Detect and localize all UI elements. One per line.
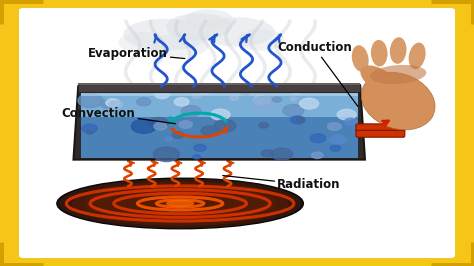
Circle shape <box>272 97 282 102</box>
Circle shape <box>148 118 168 128</box>
Text: Convection: Convection <box>62 107 175 124</box>
Circle shape <box>254 95 270 105</box>
Ellipse shape <box>72 181 289 226</box>
Circle shape <box>328 123 341 130</box>
Circle shape <box>86 130 93 134</box>
Circle shape <box>261 150 273 157</box>
Ellipse shape <box>237 29 284 51</box>
Circle shape <box>155 90 169 99</box>
FancyBboxPatch shape <box>356 130 405 137</box>
Circle shape <box>290 97 297 101</box>
Circle shape <box>109 101 122 108</box>
Circle shape <box>210 109 230 120</box>
Circle shape <box>271 148 292 160</box>
Ellipse shape <box>409 43 426 69</box>
Bar <box>81 117 358 158</box>
Ellipse shape <box>59 179 301 228</box>
Circle shape <box>179 121 192 128</box>
Ellipse shape <box>123 19 209 51</box>
Ellipse shape <box>166 200 194 207</box>
Circle shape <box>181 106 201 117</box>
Text: Radiation: Radiation <box>223 176 341 191</box>
Circle shape <box>337 109 356 120</box>
Circle shape <box>253 95 278 110</box>
Circle shape <box>131 119 156 133</box>
Circle shape <box>283 105 304 117</box>
Ellipse shape <box>370 65 426 84</box>
Bar <box>78 83 360 85</box>
Polygon shape <box>73 86 365 160</box>
Ellipse shape <box>371 40 388 66</box>
Text: Evaporation: Evaporation <box>88 47 185 60</box>
Circle shape <box>330 135 346 144</box>
Circle shape <box>193 155 201 159</box>
Ellipse shape <box>360 65 398 94</box>
Ellipse shape <box>57 178 303 229</box>
Ellipse shape <box>185 9 232 28</box>
Circle shape <box>240 90 251 95</box>
Circle shape <box>300 98 319 109</box>
Circle shape <box>82 124 97 133</box>
Circle shape <box>78 94 103 108</box>
Ellipse shape <box>118 32 166 53</box>
Circle shape <box>344 118 357 125</box>
Circle shape <box>137 98 151 106</box>
Circle shape <box>230 95 239 101</box>
Text: Conduction: Conduction <box>277 41 358 106</box>
Bar <box>81 89 358 96</box>
Circle shape <box>330 145 341 151</box>
FancyBboxPatch shape <box>19 8 455 258</box>
Bar <box>78 84 360 92</box>
Circle shape <box>154 123 167 130</box>
Ellipse shape <box>84 184 276 223</box>
Circle shape <box>214 119 236 132</box>
Circle shape <box>296 117 305 122</box>
Ellipse shape <box>390 37 407 64</box>
Ellipse shape <box>361 72 435 130</box>
Circle shape <box>201 126 218 135</box>
Ellipse shape <box>166 13 232 40</box>
Circle shape <box>194 144 206 151</box>
Circle shape <box>174 98 189 106</box>
FancyBboxPatch shape <box>356 124 405 132</box>
Circle shape <box>191 93 201 98</box>
Ellipse shape <box>199 17 275 47</box>
Circle shape <box>201 89 210 95</box>
Circle shape <box>292 88 303 94</box>
Circle shape <box>311 152 323 159</box>
Bar <box>81 89 358 119</box>
Circle shape <box>154 147 180 162</box>
Circle shape <box>172 132 184 138</box>
Ellipse shape <box>152 33 209 57</box>
Circle shape <box>259 122 269 128</box>
Circle shape <box>291 116 305 124</box>
Circle shape <box>165 137 173 141</box>
Ellipse shape <box>352 45 369 72</box>
Circle shape <box>310 134 326 143</box>
Circle shape <box>100 100 115 108</box>
Circle shape <box>106 99 120 107</box>
